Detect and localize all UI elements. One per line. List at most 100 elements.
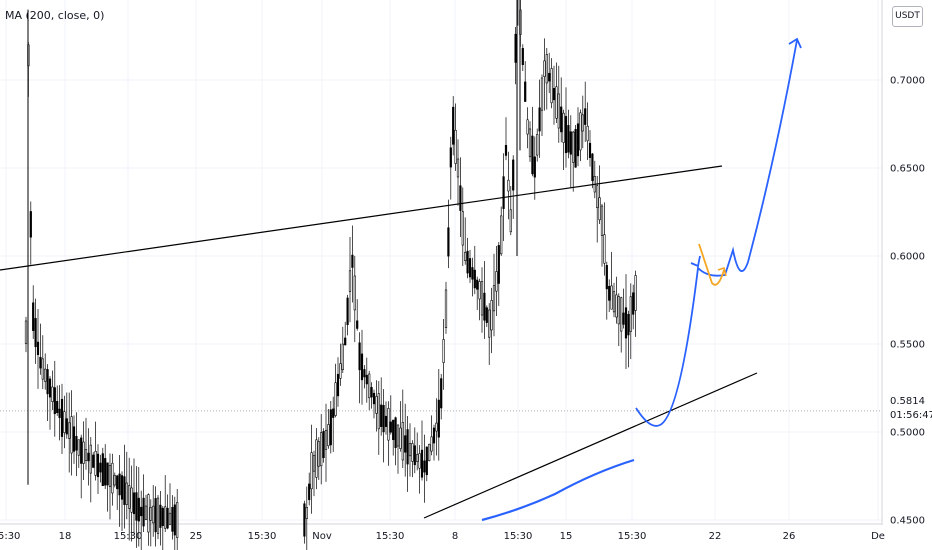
candle-body <box>39 356 42 369</box>
candle-body <box>339 363 342 379</box>
candle-body <box>24 320 28 344</box>
x-tick-label: De <box>871 531 885 542</box>
candle-body <box>70 416 73 454</box>
candle-body <box>572 131 575 163</box>
candle-body <box>552 88 556 101</box>
candle-body <box>437 399 440 438</box>
indicator-label[interactable]: MA (200, close, 0) <box>5 9 105 22</box>
candle-body <box>111 462 114 494</box>
x-tick-label: 15:30 <box>0 531 20 542</box>
candle-body <box>130 487 133 513</box>
candle-body <box>591 153 594 181</box>
candle-body <box>372 392 376 405</box>
candle-body <box>502 176 505 209</box>
candle-body <box>384 415 388 427</box>
candle-body <box>512 159 515 191</box>
candle-body <box>408 443 412 457</box>
candle-body <box>540 77 544 111</box>
x-tick-label: 15 <box>560 531 573 542</box>
candle-body <box>399 427 402 449</box>
candle-body <box>322 431 325 459</box>
last-price-label: 0.5814 <box>888 396 927 407</box>
candle-body <box>632 292 635 315</box>
candle-body <box>447 227 450 257</box>
candle-body <box>531 135 534 175</box>
candle-body <box>452 106 455 145</box>
candle-body <box>327 424 330 447</box>
candle-body <box>617 296 620 325</box>
candle-body <box>164 506 167 529</box>
candle-body <box>44 368 47 382</box>
candle-body <box>63 411 66 433</box>
candle-body <box>147 494 150 533</box>
candle-body <box>476 279 479 290</box>
candle-body <box>442 339 445 363</box>
x-tick-label: 18 <box>59 531 72 542</box>
alt-projection-path <box>698 243 725 286</box>
candle-body <box>125 482 128 505</box>
candle-body <box>533 156 536 178</box>
candle-body <box>92 454 95 468</box>
candle-body <box>84 449 88 461</box>
resistance-trendline <box>0 165 723 271</box>
y-tick-label: 0.5000 <box>890 428 925 439</box>
candle-body <box>363 369 366 378</box>
candle-body <box>444 289 448 328</box>
candle-body <box>615 294 618 318</box>
candle-body <box>154 498 157 533</box>
candle-body <box>432 427 436 444</box>
x-axis-ticks: 15:30 18 15:30 25 15:30 Nov 15:30 8 15:30 15 15:30… <box>0 531 885 542</box>
candle-body <box>526 119 529 135</box>
x-tick-label: 22 <box>709 531 722 542</box>
candle-body <box>305 507 308 519</box>
candle-body <box>548 72 551 82</box>
candle-body <box>48 378 52 398</box>
candle-body <box>440 378 443 409</box>
candle-body <box>65 418 68 435</box>
x-tick-label: 15:30 <box>376 531 405 542</box>
x-tick-label: Nov <box>312 531 332 542</box>
candle-body <box>514 33 517 63</box>
candle-body <box>303 503 306 537</box>
candle-body <box>521 48 524 65</box>
candle-body <box>466 250 469 274</box>
candle-body <box>598 197 601 221</box>
candle-body <box>459 185 462 211</box>
x-tick-label: 15:30 <box>504 531 533 542</box>
candle-body <box>132 492 136 515</box>
candle-body <box>627 314 630 336</box>
candle-body <box>492 285 496 312</box>
candle-body <box>159 504 162 528</box>
candle-body <box>118 473 121 496</box>
candle-body <box>394 417 397 449</box>
candle-body <box>588 142 592 158</box>
candle-body <box>144 505 148 520</box>
candle-body <box>612 291 616 313</box>
candle-body <box>77 439 80 456</box>
candle-body <box>423 460 426 473</box>
candle-body <box>368 373 371 399</box>
candle-body <box>600 205 604 236</box>
candle-body <box>567 125 570 153</box>
candle-body <box>560 106 563 133</box>
candle-body <box>629 296 632 332</box>
candle-body <box>418 453 421 469</box>
candle-body <box>401 422 404 461</box>
x-tick-label: 15:30 <box>618 531 647 542</box>
candle-body <box>420 449 424 478</box>
candle-body <box>413 445 416 466</box>
candle-body <box>116 475 119 490</box>
candle-body <box>161 507 164 526</box>
candle-body <box>624 307 628 339</box>
candle-body <box>428 443 431 461</box>
candle-body <box>168 512 172 525</box>
candle-body <box>142 497 145 527</box>
candle-body <box>336 373 340 397</box>
candle-body <box>108 465 112 487</box>
candle-body <box>596 185 599 209</box>
candle-body <box>36 341 40 356</box>
candle-body <box>536 134 539 156</box>
candle-body <box>382 405 385 433</box>
currency-selector[interactable]: USDT <box>892 6 923 27</box>
